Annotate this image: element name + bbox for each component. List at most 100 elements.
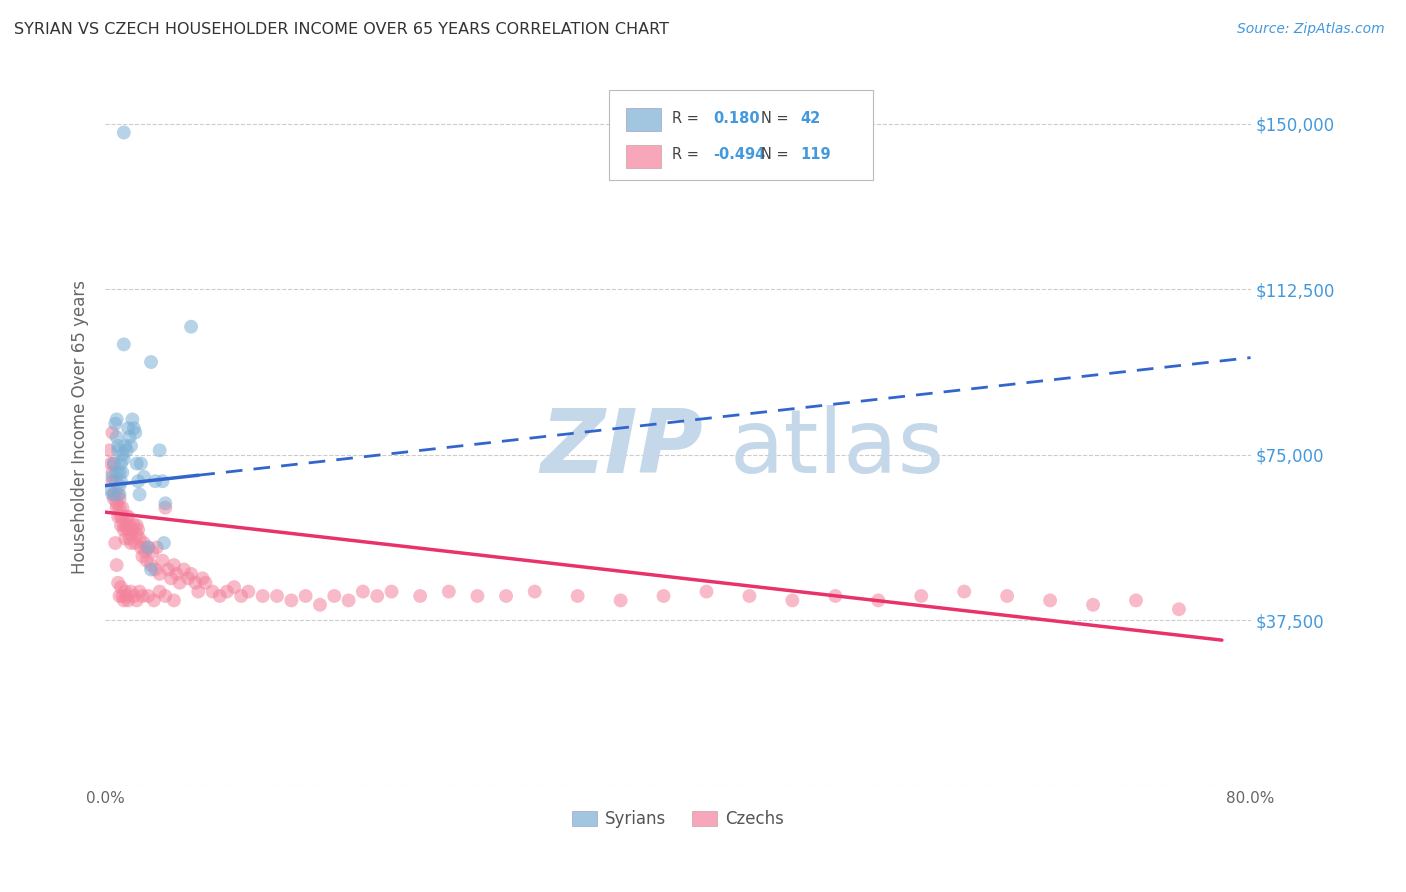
- Point: [120, 439, 142, 453]
- Point: [177, 571, 200, 585]
- Point: [495, 589, 517, 603]
- Point: [115, 509, 138, 524]
- Point: [108, 491, 131, 506]
- Point: [163, 593, 186, 607]
- Point: [152, 554, 174, 568]
- Point: [149, 443, 172, 458]
- Point: [98, 443, 121, 458]
- Point: [101, 425, 124, 440]
- Point: [567, 589, 589, 603]
- Point: [127, 474, 149, 488]
- Point: [155, 589, 177, 603]
- Text: ZIP: ZIP: [540, 405, 703, 492]
- Text: R =: R =: [672, 111, 699, 126]
- Point: [117, 509, 139, 524]
- Point: [215, 584, 238, 599]
- Point: [173, 562, 195, 576]
- Point: [101, 470, 124, 484]
- Point: [112, 337, 135, 351]
- Point: [111, 466, 134, 480]
- Point: [134, 545, 156, 559]
- Point: [280, 593, 302, 607]
- Point: [121, 412, 143, 426]
- Point: [695, 584, 717, 599]
- Point: [149, 584, 172, 599]
- Point: [108, 500, 131, 515]
- Point: [127, 523, 149, 537]
- Point: [125, 518, 148, 533]
- Point: [194, 575, 217, 590]
- Point: [380, 584, 402, 599]
- Point: [155, 496, 177, 510]
- Point: [143, 474, 166, 488]
- Point: [122, 421, 145, 435]
- Text: atlas: atlas: [730, 405, 945, 492]
- Point: [252, 589, 274, 603]
- Point: [124, 536, 146, 550]
- Point: [115, 443, 138, 458]
- Point: [294, 589, 316, 603]
- Point: [118, 532, 141, 546]
- Point: [910, 589, 932, 603]
- Text: N =: N =: [762, 111, 789, 126]
- Point: [652, 589, 675, 603]
- Point: [103, 491, 125, 506]
- Point: [105, 430, 128, 444]
- Point: [117, 593, 139, 607]
- Point: [103, 457, 125, 471]
- Point: [112, 452, 135, 467]
- Point: [145, 541, 167, 555]
- Point: [100, 483, 122, 497]
- Point: [111, 509, 134, 524]
- Point: [112, 523, 135, 537]
- Point: [129, 457, 152, 471]
- Point: [105, 558, 128, 573]
- Point: [409, 589, 432, 603]
- Point: [155, 500, 177, 515]
- Point: [153, 536, 176, 550]
- Point: [114, 439, 136, 453]
- Point: [142, 593, 165, 607]
- Point: [238, 584, 260, 599]
- Text: SYRIAN VS CZECH HOUSEHOLDER INCOME OVER 65 YEARS CORRELATION CHART: SYRIAN VS CZECH HOUSEHOLDER INCOME OVER …: [14, 22, 669, 37]
- Point: [1168, 602, 1191, 616]
- Point: [114, 584, 136, 599]
- Point: [868, 593, 890, 607]
- Point: [523, 584, 546, 599]
- Point: [366, 589, 388, 603]
- Point: [1081, 598, 1104, 612]
- Point: [110, 580, 132, 594]
- Point: [111, 500, 134, 515]
- Point: [128, 532, 150, 546]
- Text: R =: R =: [672, 147, 699, 162]
- Point: [104, 536, 127, 550]
- Point: [112, 593, 135, 607]
- Point: [103, 457, 125, 471]
- Point: [110, 457, 132, 471]
- Point: [337, 593, 360, 607]
- Point: [152, 474, 174, 488]
- Point: [191, 571, 214, 585]
- Point: [231, 589, 253, 603]
- Point: [104, 417, 127, 431]
- Point: [995, 589, 1018, 603]
- Point: [115, 518, 138, 533]
- Point: [114, 532, 136, 546]
- Point: [222, 580, 245, 594]
- Point: [108, 478, 131, 492]
- Point: [125, 593, 148, 607]
- Point: [738, 589, 761, 603]
- Point: [122, 518, 145, 533]
- Point: [101, 487, 124, 501]
- Point: [180, 319, 202, 334]
- Point: [208, 589, 231, 603]
- Point: [108, 487, 131, 501]
- Point: [129, 541, 152, 555]
- Point: [136, 541, 159, 555]
- Point: [111, 448, 134, 462]
- FancyBboxPatch shape: [626, 145, 661, 168]
- Point: [111, 589, 134, 603]
- Point: [120, 584, 142, 599]
- Point: [117, 421, 139, 435]
- Point: [136, 541, 159, 555]
